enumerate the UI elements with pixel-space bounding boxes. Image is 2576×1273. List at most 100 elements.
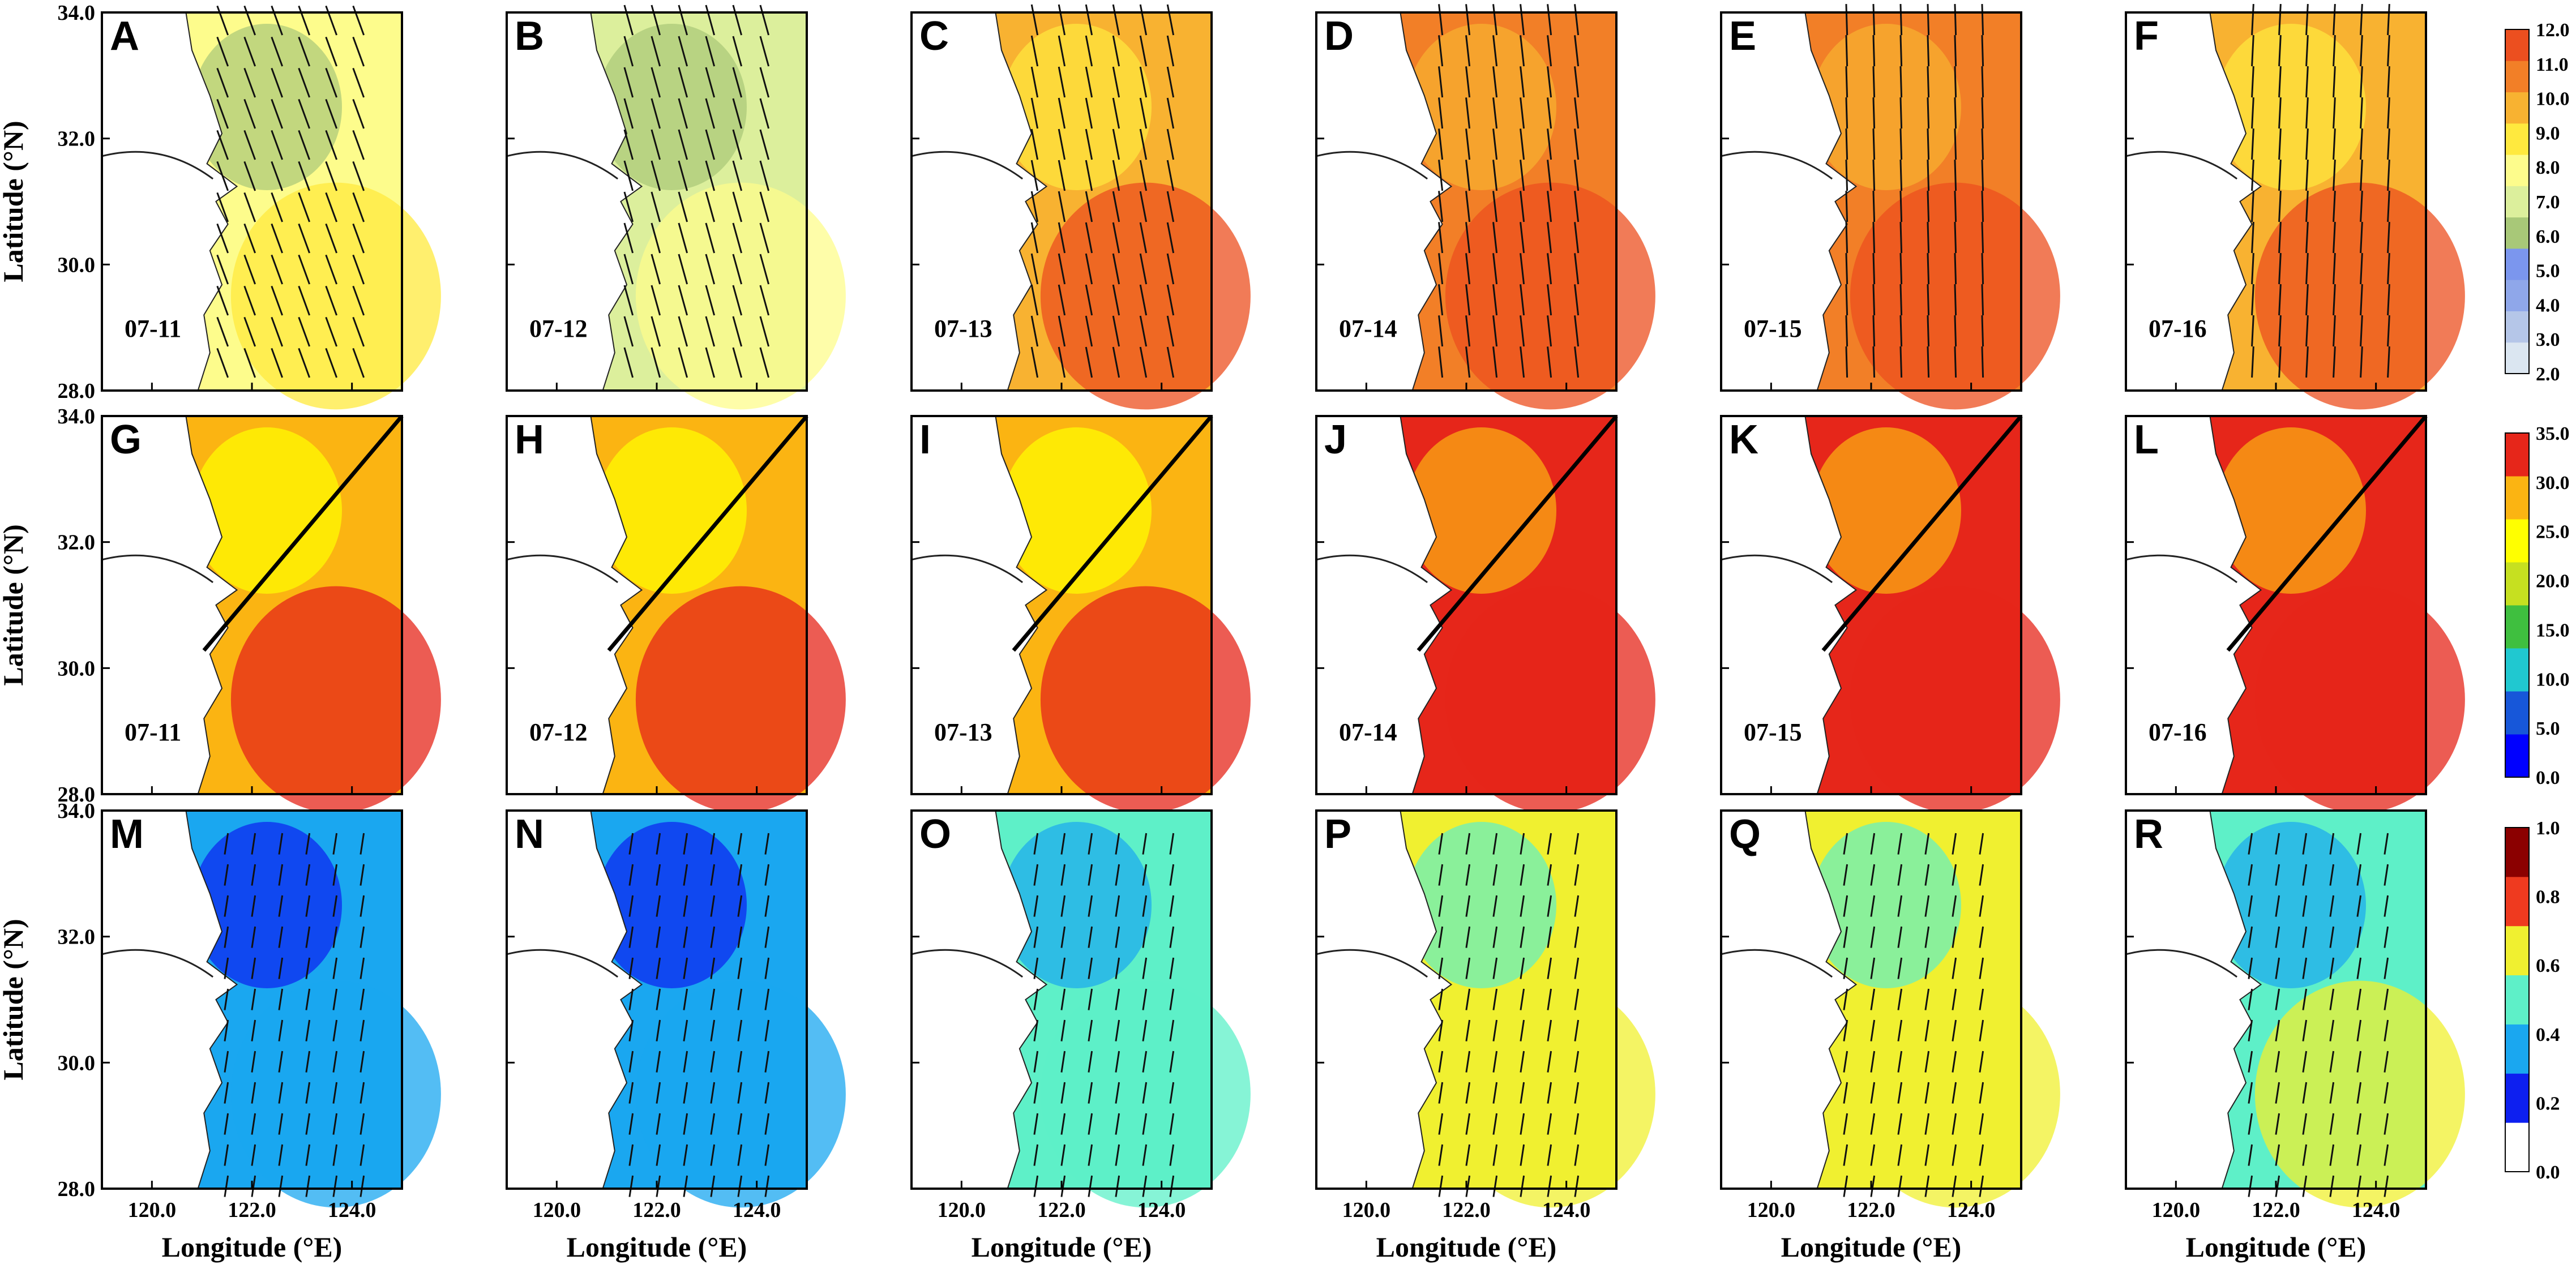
vector-arrow [1520, 66, 1525, 98]
vector-arrow [759, 36, 770, 67]
vector-arrow [1033, 926, 1039, 948]
vector-arrow [271, 285, 284, 316]
panel-letter: F [2134, 14, 2159, 59]
vector-arrow [628, 926, 634, 948]
vector-arrow [278, 1144, 284, 1166]
vector-arrow [683, 833, 688, 855]
vector-arrow [1954, 190, 1957, 222]
vector-arrow [2329, 988, 2335, 1010]
section-line-I [1012, 414, 1213, 652]
vector-arrow [656, 1113, 661, 1135]
vector-arrow [352, 130, 365, 160]
x-tick-label: 124.0 [1542, 1198, 1591, 1222]
vector-arrow [656, 1051, 661, 1073]
vector-arrow [332, 895, 338, 917]
vector-arrow [1492, 97, 1498, 129]
vector-arrow [1142, 1113, 1148, 1135]
vector-arrow [1060, 926, 1066, 948]
vector-arrow [352, 223, 365, 254]
vector-arrow [2356, 864, 2362, 886]
vector-arrow [683, 1113, 688, 1135]
y-tick-label: 30.0 [58, 253, 96, 277]
field-patch-E [1811, 24, 1961, 190]
field-patch-H [597, 427, 747, 594]
vector-arrow [352, 285, 365, 316]
vector-arrow [271, 98, 284, 129]
vector-arrow [1981, 315, 1984, 347]
vector-arrow [1139, 191, 1148, 222]
vector-arrow [683, 957, 688, 979]
colorbar-label: 0.0 [2536, 768, 2560, 788]
panel-F: F 07-16 [2125, 3, 2465, 410]
vector-arrow [2278, 190, 2282, 222]
vector-arrow [1952, 895, 1957, 917]
vector-arrow [1979, 864, 1984, 886]
vector-arrow [325, 254, 338, 285]
vector-arrow [683, 1051, 688, 1073]
vector-arrow [656, 895, 661, 917]
colorbar-label: 0.8 [2536, 887, 2560, 908]
vector-arrow [1924, 1051, 1930, 1073]
vector-arrow [216, 223, 229, 254]
vector-arrow [2305, 315, 2309, 347]
panel-E: E 07-15 [1720, 3, 2060, 410]
vector-arrow [705, 67, 716, 98]
vector-arrow [1088, 1082, 1093, 1104]
vector-arrow [1115, 926, 1120, 948]
vector-arrow [1492, 988, 1498, 1010]
vector-arrow [1169, 1175, 1175, 1197]
vector-arrow [1979, 1019, 1984, 1041]
vector-arrow [1843, 1144, 1848, 1166]
vector-arrow [1142, 864, 1148, 886]
vector-arrow [656, 926, 661, 948]
vector-arrow [1166, 4, 1175, 36]
vector-arrow [2305, 128, 2309, 160]
vector-arrow [1088, 957, 1093, 979]
colorbar-label: 20.0 [2536, 571, 2570, 592]
vector-arrow [332, 1175, 338, 1197]
vector-arrow [1952, 1019, 1957, 1041]
vector-arrow [1897, 1175, 1903, 1197]
vector-arrow [710, 1051, 716, 1073]
vector-arrow [1954, 221, 1957, 254]
vector-arrow [2329, 926, 2335, 948]
colorbar-frame [2505, 827, 2530, 1172]
vector-arrow [278, 864, 284, 886]
vector-arrow [764, 926, 770, 948]
vector-arrow [2384, 957, 2389, 979]
vector-arrow [1520, 1082, 1525, 1104]
river-B [506, 151, 618, 180]
vector-arrow [1088, 1051, 1093, 1073]
vector-arrow [2356, 988, 2362, 1010]
vector-arrow [1169, 1019, 1175, 1041]
vector-arrow [1843, 895, 1848, 917]
vector-arrow [705, 191, 716, 222]
land-P [1316, 810, 1453, 1189]
vector-arrow [332, 988, 338, 1010]
vector-arrow [332, 926, 338, 948]
x-tick-label: 124.0 [1137, 1198, 1186, 1222]
vector-arrow [705, 36, 716, 67]
vector-arrow [216, 67, 229, 98]
vector-arrow [732, 222, 743, 254]
vector-arrow [1927, 66, 1930, 98]
vector-arrow [678, 5, 688, 36]
colorbar-segment [2505, 92, 2529, 124]
vector-arrow [243, 67, 256, 98]
vector-arrow [710, 957, 716, 979]
vector-arrow [651, 5, 661, 36]
vector-arrow [1085, 222, 1093, 254]
vector-arrow [251, 864, 256, 886]
vector-arrow [1438, 191, 1444, 222]
vector-arrow [1979, 895, 1984, 917]
panel-letter: A [110, 14, 139, 59]
vector-arrow [352, 192, 365, 222]
vector-arrow [759, 129, 770, 160]
vector-arrow [1088, 833, 1093, 855]
vector-arrow [2302, 864, 2308, 886]
vector-arrow [737, 957, 743, 979]
vector-arrow [325, 285, 338, 316]
field-patch-A [192, 24, 342, 190]
river-O [911, 949, 1023, 978]
vector-arrow [2275, 895, 2280, 917]
